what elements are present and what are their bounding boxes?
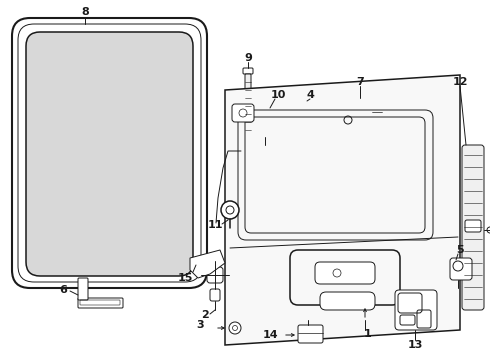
FancyBboxPatch shape [298,325,323,343]
Circle shape [453,261,463,271]
Polygon shape [190,250,225,278]
Text: 8: 8 [81,7,89,17]
Text: 7: 7 [356,77,364,87]
FancyBboxPatch shape [462,145,484,310]
FancyBboxPatch shape [259,105,271,127]
Circle shape [487,227,490,233]
FancyBboxPatch shape [450,258,472,280]
Text: 3: 3 [196,320,204,330]
FancyBboxPatch shape [78,278,88,300]
Text: 4: 4 [306,90,314,100]
FancyBboxPatch shape [320,292,375,310]
Text: 2: 2 [201,310,209,320]
FancyBboxPatch shape [232,104,254,122]
Text: 6: 6 [59,285,67,295]
Text: 9: 9 [244,53,252,63]
FancyBboxPatch shape [465,220,481,232]
Text: 13: 13 [407,340,423,350]
Circle shape [221,201,239,219]
FancyBboxPatch shape [395,290,437,330]
PathPatch shape [225,75,460,345]
Text: 12: 12 [452,77,468,87]
Text: 5: 5 [456,245,464,255]
Text: 1: 1 [364,329,372,339]
Text: 10: 10 [270,90,286,100]
FancyBboxPatch shape [26,32,193,276]
FancyBboxPatch shape [315,262,375,284]
Text: 11: 11 [207,220,223,230]
Text: 14: 14 [262,330,278,340]
FancyBboxPatch shape [207,267,223,283]
FancyBboxPatch shape [245,74,251,144]
Circle shape [226,206,234,214]
FancyBboxPatch shape [348,98,386,130]
Circle shape [229,322,241,334]
Text: 15: 15 [177,273,193,283]
FancyBboxPatch shape [210,289,220,301]
FancyBboxPatch shape [78,298,123,308]
